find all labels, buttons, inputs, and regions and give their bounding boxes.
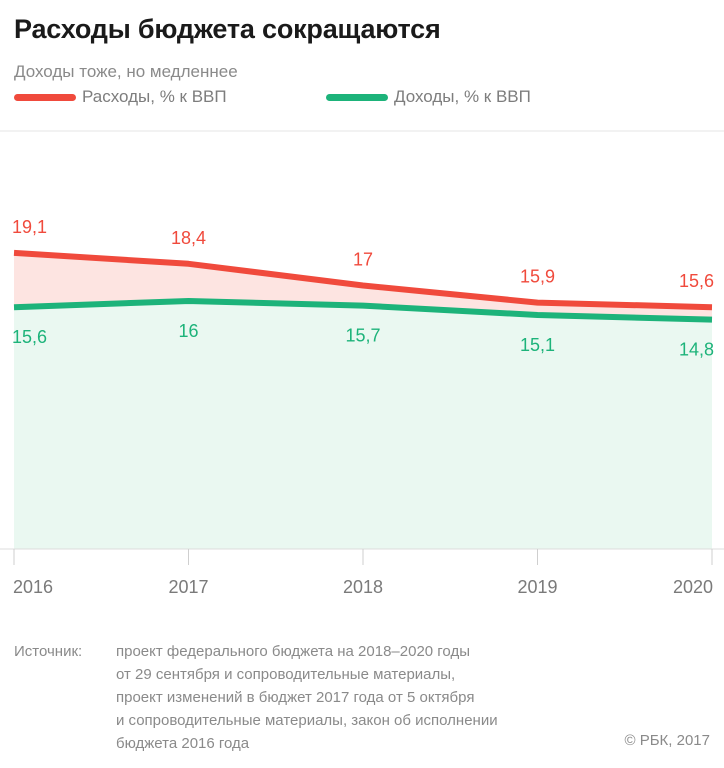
- revenues-line: [13, 298, 713, 323]
- revenues-data-label: 14,8: [679, 340, 714, 360]
- source-line: бюджета 2016 года: [116, 735, 250, 752]
- source-label: Источник:: [14, 643, 83, 660]
- revenues-data-label: 15,7: [345, 326, 380, 346]
- x-tick-label: 2018: [343, 577, 383, 597]
- chart-subtitle: Доходы тоже, но медленнее: [14, 62, 238, 81]
- source-text: проект федерального бюджета на 2018–2020…: [116, 640, 498, 755]
- expenses-data-label: 15,6: [679, 271, 714, 291]
- expenses-data-label: 15,9: [520, 267, 555, 287]
- legend-label-revenues: Доходы, % к ВВП: [394, 87, 531, 106]
- legend-swatch-revenues: [326, 93, 388, 101]
- revenues-data-label: 16: [178, 321, 198, 341]
- x-tick-label: 2016: [13, 577, 53, 597]
- revenues-area: [14, 301, 712, 549]
- x-tick-label: 2020: [673, 577, 713, 597]
- source-line: проект изменений в бюджет 2017 года от 5…: [116, 689, 475, 706]
- revenues-data-label: 15,6: [12, 327, 47, 347]
- legend-label-expenses: Расходы, % к ВВП: [82, 87, 227, 106]
- legend-swatch-expenses: [14, 93, 76, 101]
- source-line: и сопроводительные материалы, закон об и…: [116, 712, 498, 729]
- legend-item-revenues: Доходы, % к ВВП: [326, 87, 531, 107]
- legend-item-expenses: Расходы, % к ВВП: [14, 87, 227, 107]
- copyright: © РБК, 2017: [624, 732, 710, 749]
- chart-title: Расходы бюджета сокращаются: [14, 14, 441, 44]
- expenses-data-label: 18,4: [171, 228, 206, 248]
- x-tick-label: 2019: [517, 577, 557, 597]
- revenues-data-label: 15,1: [520, 335, 555, 355]
- line-chart: 2016 2017 2018 2019 2020 19,1 18,4 17 15,9 15,6 15…: [0, 130, 724, 597]
- legend: Расходы, % к ВВП Доходы, % к ВВП: [14, 87, 724, 109]
- expenses-data-label: 17: [353, 250, 373, 270]
- x-tick-label: 2017: [168, 577, 208, 597]
- expenses-data-label: 19,1: [12, 217, 47, 237]
- source-line: проект федерального бюджета на 2018–2020…: [116, 643, 470, 660]
- source-line: от 29 сентября и сопроводительные матери…: [116, 666, 456, 683]
- expenses-line: [13, 249, 713, 311]
